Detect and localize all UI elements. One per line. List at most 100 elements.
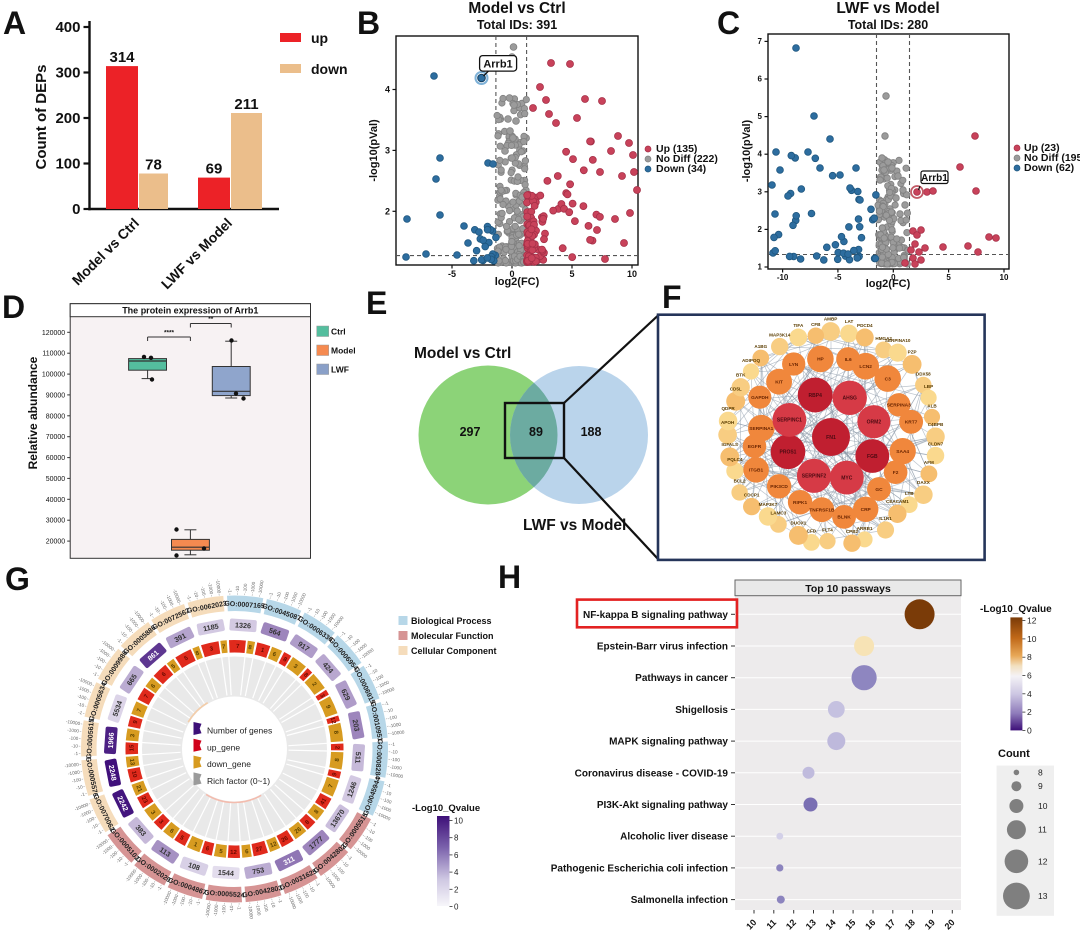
svg-text:Up (23): Up (23) <box>1024 142 1060 154</box>
svg-text:3: 3 <box>130 733 136 738</box>
svg-text:-10000: -10000 <box>248 904 254 919</box>
svg-text:SERPINF2: SERPINF2 <box>802 474 827 480</box>
svg-text:B: B <box>357 5 380 41</box>
svg-text:-10: -10 <box>270 900 277 908</box>
svg-text:-1: -1 <box>97 829 103 836</box>
svg-text:-10: -10 <box>384 790 392 797</box>
svg-text:-100: -100 <box>382 797 393 805</box>
svg-text:-100: -100 <box>388 714 398 721</box>
svg-text:5: 5 <box>219 849 224 855</box>
svg-text:G: G <box>5 561 30 597</box>
svg-text:DDX58: DDX58 <box>916 371 931 376</box>
svg-text:13: 13 <box>1038 891 1048 901</box>
svg-text:DUOX1: DUOX1 <box>790 520 806 525</box>
svg-text:-100: -100 <box>71 777 81 784</box>
svg-text:-10: -10 <box>345 634 354 643</box>
svg-text:-100: -100 <box>336 865 346 876</box>
svg-text:-100: -100 <box>95 655 106 665</box>
svg-text:7: 7 <box>236 644 240 650</box>
svg-text:-100: -100 <box>108 850 119 860</box>
svg-text:-100: -100 <box>363 834 374 844</box>
svg-text:-1: -1 <box>386 783 392 789</box>
svg-text:CFB: CFB <box>811 322 821 327</box>
svg-text:Rich factor (0~1): Rich factor (0~1) <box>207 776 270 786</box>
svg-text:10: 10 <box>130 770 138 779</box>
svg-text:H: H <box>498 559 521 595</box>
svg-text:KRT7: KRT7 <box>905 420 918 426</box>
svg-text:-10: -10 <box>229 905 234 912</box>
svg-text:70000: 70000 <box>46 434 66 441</box>
svg-text:60000: 60000 <box>46 455 66 462</box>
svg-text:-10000: -10000 <box>64 762 79 768</box>
svg-text:5: 5 <box>179 835 185 842</box>
svg-text:-log10(pVal): -log10(pVal) <box>368 119 380 182</box>
svg-text:-1000: -1000 <box>255 903 262 916</box>
svg-text:-1: -1 <box>384 700 390 706</box>
svg-text:CEACAM1: CEACAM1 <box>886 499 909 504</box>
svg-text:200: 200 <box>55 110 80 127</box>
svg-text:-1: -1 <box>237 905 242 910</box>
svg-text:69: 69 <box>206 161 223 178</box>
svg-text:8: 8 <box>335 757 341 762</box>
svg-text:CRP: CRP <box>861 507 872 513</box>
svg-text:3: 3 <box>149 810 156 817</box>
svg-text:-100: -100 <box>301 888 310 899</box>
svg-text:-1: -1 <box>156 885 163 891</box>
svg-text:-10: -10 <box>386 707 394 714</box>
svg-text:78: 78 <box>145 157 162 174</box>
svg-text:7: 7 <box>222 644 227 650</box>
svg-text:-100: -100 <box>351 638 362 648</box>
svg-text:-100: -100 <box>179 896 187 907</box>
svg-text:13: 13 <box>128 758 135 766</box>
svg-text:-1000: -1000 <box>390 764 403 770</box>
svg-text:Ctrl: Ctrl <box>331 327 346 337</box>
svg-text:30000: 30000 <box>46 518 66 525</box>
svg-text:110000: 110000 <box>42 351 65 358</box>
svg-text:APOH: APOH <box>721 420 735 425</box>
svg-text:-100: -100 <box>242 583 248 593</box>
svg-text:LYN: LYN <box>789 362 799 368</box>
svg-text:NF-kappa B signaling pathway: NF-kappa B signaling pathway <box>583 610 728 621</box>
svg-text:A: A <box>3 5 26 41</box>
svg-text:HP: HP <box>817 357 824 363</box>
svg-text:-1000: -1000 <box>165 594 174 607</box>
svg-text:3: 3 <box>292 663 299 670</box>
svg-text:2: 2 <box>1027 707 1032 717</box>
svg-text:12: 12 <box>1027 616 1037 626</box>
svg-text:Shigellosis: Shigellosis <box>675 705 728 716</box>
svg-text:ARRB1: ARRB1 <box>857 526 873 531</box>
svg-text:D: D <box>2 289 25 325</box>
svg-text:-1000: -1000 <box>68 769 81 776</box>
svg-text:C3: C3 <box>885 376 891 382</box>
svg-text:-10000: -10000 <box>204 903 211 918</box>
svg-text:5: 5 <box>758 112 763 121</box>
svg-text:-1000: -1000 <box>98 647 111 658</box>
svg-text:BTK: BTK <box>736 373 746 378</box>
svg-text:0: 0 <box>1027 725 1032 735</box>
svg-text:BLNK: BLNK <box>837 515 851 521</box>
svg-text:E: E <box>366 285 387 321</box>
svg-text:-100: -100 <box>200 586 207 596</box>
svg-text:1544: 1544 <box>218 868 235 878</box>
svg-text:-1000: -1000 <box>359 840 372 851</box>
svg-text:Top 10 passways: Top 10 passways <box>805 583 891 595</box>
svg-text:Relative abundance: Relative abundance <box>26 356 40 469</box>
svg-text:Up (135): Up (135) <box>656 143 697 155</box>
svg-text:CD5L: CD5L <box>730 386 742 391</box>
svg-text:0: 0 <box>454 903 459 912</box>
svg-text:26: 26 <box>281 835 290 844</box>
svg-text:7: 7 <box>328 783 335 789</box>
svg-text:SAA4: SAA4 <box>896 449 909 455</box>
svg-text:F2: F2 <box>893 470 899 476</box>
svg-text:-1000: -1000 <box>79 809 92 818</box>
svg-text:Count of DEPs: Count of DEPs <box>33 65 50 170</box>
svg-text:3: 3 <box>385 145 390 155</box>
svg-text:KIT: KIT <box>775 380 783 386</box>
svg-text:PZP: PZP <box>908 349 917 354</box>
svg-text:MAP3K14: MAP3K14 <box>769 332 791 337</box>
svg-text:12: 12 <box>329 717 337 726</box>
svg-text:MYC: MYC <box>841 475 853 481</box>
svg-text:-10: -10 <box>275 591 282 599</box>
svg-text:7: 7 <box>137 707 144 713</box>
svg-text:-Log10_Qvalue: -Log10_Qvalue <box>412 803 480 814</box>
